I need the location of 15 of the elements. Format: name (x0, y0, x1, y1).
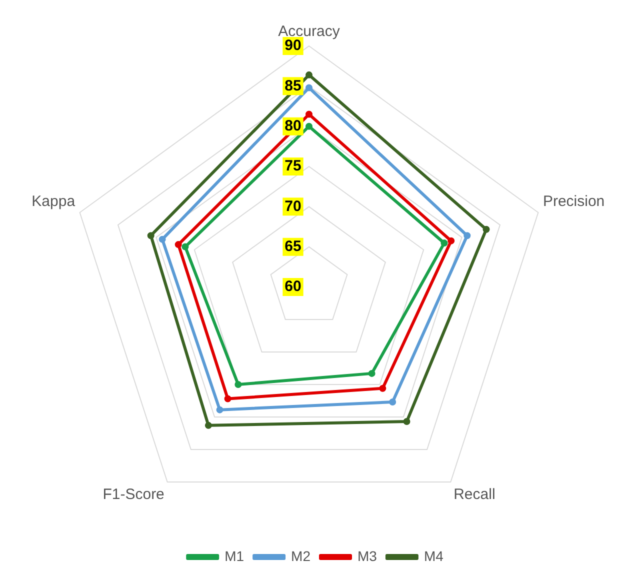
spoke-label: Recall (454, 486, 496, 504)
y-tick-label: 90 (284, 37, 302, 54)
legend-label: M4 (424, 548, 444, 564)
spoke-label: Kappa (32, 193, 76, 210)
spoke-label: Precision (542, 193, 605, 210)
y-tick-label: 70 (284, 198, 302, 215)
legend-label: M2 (291, 548, 311, 564)
y-tick-label: 60 (284, 278, 302, 296)
legend-label: M3 (358, 548, 378, 564)
y-tick-label: 80 (284, 117, 302, 134)
y-tick-label: 75 (284, 158, 302, 175)
y-tick-label: 85 (284, 77, 302, 94)
legend-label: M1 (224, 548, 244, 564)
spoke-label: F1-Score (102, 486, 164, 504)
y-tick-label: 65 (284, 238, 302, 255)
